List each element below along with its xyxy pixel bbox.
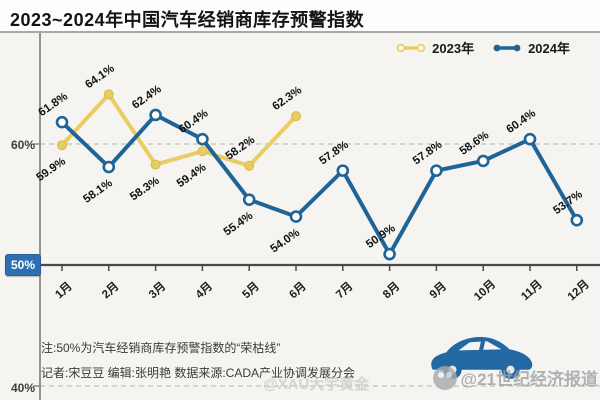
data-point bbox=[523, 132, 537, 146]
x-tick-label: 10月 bbox=[471, 277, 498, 303]
data-label: 60.4% bbox=[177, 107, 211, 136]
data-label: 55.4% bbox=[222, 210, 256, 239]
data-point bbox=[55, 115, 69, 129]
data-label: 64.1% bbox=[83, 63, 117, 92]
footnote-boombust-line: 注:50%为汽车经销商库存预警指数的“荣枯线” bbox=[41, 341, 281, 355]
y-tick-60: 60% bbox=[11, 138, 36, 152]
data-label: 58.3% bbox=[128, 175, 162, 204]
data-point bbox=[102, 160, 116, 174]
data-label: 62.3% bbox=[270, 84, 304, 113]
y-tick-40: 40% bbox=[11, 381, 36, 395]
watermark-text: @21世纪经济报道 bbox=[460, 370, 599, 389]
line-marker-icon bbox=[493, 44, 521, 51]
data-point bbox=[242, 193, 256, 206]
x-tick-label: 11月 bbox=[519, 278, 545, 304]
data-point bbox=[383, 247, 396, 261]
data-point bbox=[149, 108, 162, 122]
series-line-2024年 bbox=[60, 112, 579, 257]
chart-legend: 2023年 2024年 bbox=[396, 38, 570, 57]
data-label: 57.8% bbox=[317, 139, 351, 168]
data-point bbox=[244, 160, 255, 171]
legend-item-2023: 2023年 bbox=[396, 38, 474, 57]
data-label: 53.7% bbox=[551, 189, 585, 218]
title-separator bbox=[0, 31, 600, 33]
legend-label: 2024年 bbox=[528, 41, 570, 56]
data-label: 59.4% bbox=[175, 162, 209, 191]
data-point bbox=[196, 132, 209, 146]
data-point bbox=[336, 164, 350, 177]
data-point bbox=[570, 213, 584, 227]
data-point bbox=[476, 154, 490, 168]
page-title: 2023~2024年中国汽车经销商库存预警指数 bbox=[10, 10, 365, 30]
data-point bbox=[291, 111, 301, 122]
data-point bbox=[57, 140, 67, 151]
x-tick-label: 9月 bbox=[427, 280, 449, 302]
x-tick-label: 3月 bbox=[146, 280, 168, 302]
data-label: 62.4% bbox=[130, 83, 164, 112]
x-tick-label: 1月 bbox=[53, 280, 75, 302]
watermark-bottom-right: @21世纪经济报道 bbox=[432, 365, 599, 390]
data-label: 58.2% bbox=[224, 134, 258, 163]
series-line-2023年 bbox=[60, 92, 298, 168]
x-tick-label: 4月 bbox=[193, 280, 215, 302]
watermark-center: @XAU大宇黄金 bbox=[263, 376, 370, 393]
x-tick-label: 2月 bbox=[99, 280, 121, 302]
y-tick-50-badge: 50% bbox=[5, 254, 41, 276]
line-marker-icon bbox=[396, 43, 426, 52]
legend-item-2024: 2024年 bbox=[492, 38, 570, 57]
x-tick-label: 7月 bbox=[333, 280, 355, 302]
data-label: 61.8% bbox=[36, 90, 70, 119]
data-point bbox=[103, 89, 114, 100]
data-label: 58.6% bbox=[458, 129, 492, 158]
data-point bbox=[150, 159, 161, 170]
legend-label: 2023年 bbox=[432, 41, 475, 56]
data-point bbox=[197, 146, 208, 157]
x-tick-label: 12月 bbox=[565, 277, 592, 303]
data-label: 57.8% bbox=[411, 139, 445, 168]
news-logo-icon bbox=[432, 365, 457, 390]
x-tick-label: 8月 bbox=[380, 280, 402, 302]
data-point bbox=[289, 210, 303, 223]
data-label: 54.0% bbox=[268, 227, 302, 256]
x-tick-label: 5月 bbox=[240, 280, 262, 302]
data-point bbox=[430, 164, 443, 177]
x-tick-label: 6月 bbox=[287, 280, 309, 302]
data-label: 60.4% bbox=[504, 107, 538, 136]
footnote-credits: 记者:宋豆豆 编辑:张明艳 数据来源:CADA产业协调发展分会 bbox=[41, 366, 356, 380]
data-label: 58.1% bbox=[81, 177, 115, 206]
